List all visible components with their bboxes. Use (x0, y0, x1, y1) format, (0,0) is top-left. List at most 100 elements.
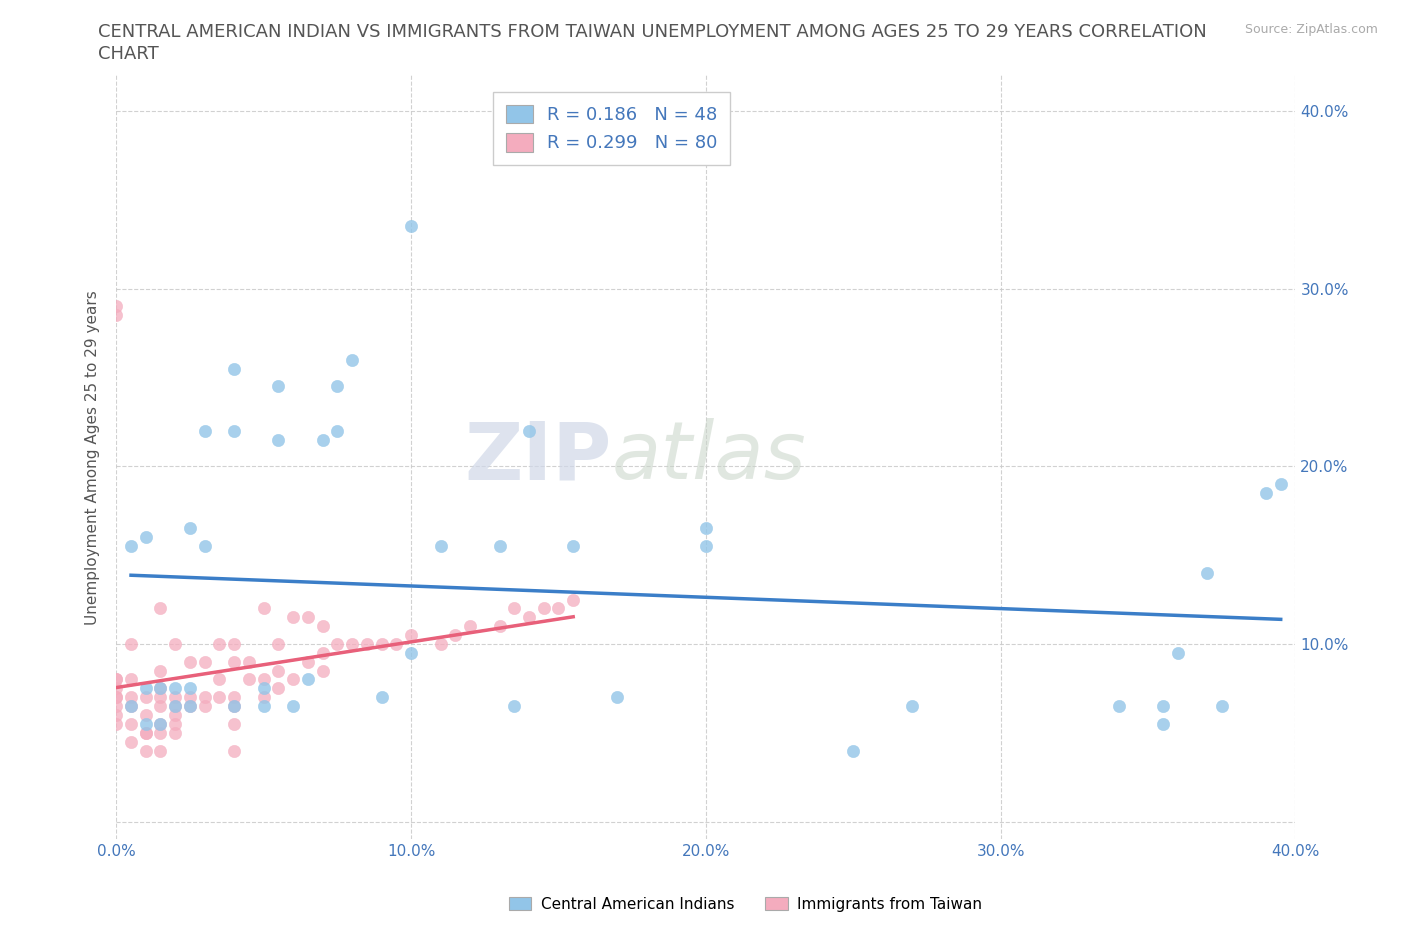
Point (281, 698, 304, 713)
Point (253, 681, 276, 696)
Point (267, 681, 290, 696)
Point (120, 698, 142, 713)
Point (901, 698, 924, 713)
Point (149, 681, 172, 696)
Point (1108, 698, 1130, 713)
Point (224, 743, 246, 758)
Point (149, 716, 172, 731)
Point (1270, 476, 1292, 491)
Point (194, 423, 217, 438)
Point (149, 743, 172, 758)
Point (267, 636, 290, 651)
Point (149, 601, 172, 616)
Point (267, 663, 290, 678)
Point (281, 610, 304, 625)
Y-axis label: Unemployment Among Ages 25 to 29 years: Unemployment Among Ages 25 to 29 years (86, 290, 100, 625)
Point (105, 690, 128, 705)
Point (135, 725, 157, 740)
Point (120, 538, 142, 553)
Point (488, 538, 510, 553)
Point (165, 698, 187, 713)
Point (224, 698, 246, 713)
Point (253, 698, 276, 713)
Point (194, 538, 217, 553)
Point (458, 618, 481, 633)
Point (149, 698, 172, 713)
Text: CENTRAL AMERICAN INDIAN VS IMMIGRANTS FROM TAIWAN UNEMPLOYMENT AMONG AGES 25 TO : CENTRAL AMERICAN INDIAN VS IMMIGRANTS FR… (98, 23, 1208, 41)
Point (224, 423, 246, 438)
Point (533, 601, 555, 616)
Point (547, 601, 569, 616)
Point (208, 690, 231, 705)
Point (267, 432, 290, 447)
Point (179, 521, 201, 536)
Point (370, 636, 392, 651)
Point (149, 725, 172, 740)
Point (194, 698, 217, 713)
Point (399, 628, 422, 643)
Point (105, 681, 128, 696)
Point (695, 538, 717, 553)
Point (194, 654, 217, 669)
Point (429, 538, 451, 553)
Point (311, 432, 333, 447)
Point (105, 708, 128, 723)
Point (105, 672, 128, 687)
Point (311, 645, 333, 660)
Point (429, 636, 451, 651)
Point (208, 672, 231, 687)
Point (120, 690, 142, 705)
Point (444, 628, 467, 643)
Point (135, 708, 157, 723)
Point (149, 663, 172, 678)
Point (695, 521, 717, 536)
Point (399, 645, 422, 660)
Point (165, 690, 187, 705)
Point (503, 601, 526, 616)
Point (399, 219, 422, 233)
Point (311, 618, 333, 633)
Point (135, 725, 157, 740)
Point (356, 636, 378, 651)
Point (208, 636, 231, 651)
Point (238, 672, 260, 687)
Point (149, 681, 172, 696)
Point (326, 379, 349, 393)
Text: Source: ZipAtlas.com: Source: ZipAtlas.com (1244, 23, 1378, 36)
Point (135, 743, 157, 758)
Point (224, 636, 246, 651)
Point (120, 716, 142, 731)
Text: ZIP: ZIP (464, 418, 612, 497)
Point (135, 530, 157, 545)
Point (224, 698, 246, 713)
Point (165, 708, 187, 723)
Point (281, 672, 304, 687)
Point (120, 698, 142, 713)
Point (297, 610, 319, 625)
Point (238, 654, 260, 669)
Point (562, 538, 585, 553)
Point (149, 716, 172, 731)
Point (105, 716, 128, 731)
Point (105, 690, 128, 705)
Point (105, 299, 128, 313)
Legend: Central American Indians, Immigrants from Taiwan: Central American Indians, Immigrants fro… (502, 890, 988, 918)
Point (194, 690, 217, 705)
Point (179, 681, 201, 696)
Point (165, 698, 187, 713)
Point (1211, 698, 1233, 713)
Point (340, 352, 363, 367)
Point (105, 698, 128, 713)
Point (105, 672, 128, 687)
Point (340, 636, 363, 651)
Point (1254, 485, 1277, 500)
Point (224, 716, 246, 731)
Point (297, 654, 319, 669)
Point (1152, 698, 1174, 713)
Point (120, 672, 142, 687)
Point (385, 636, 408, 651)
Point (105, 308, 128, 323)
Point (253, 672, 276, 687)
Point (488, 618, 510, 633)
Point (179, 698, 201, 713)
